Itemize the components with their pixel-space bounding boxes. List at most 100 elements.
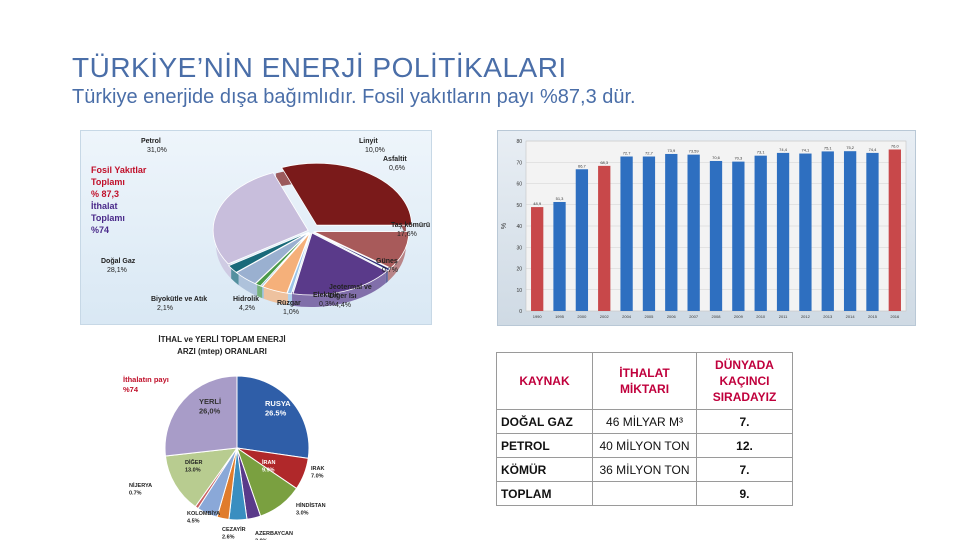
bar-value-label: 76,0	[891, 144, 900, 149]
bar-value-label: 73,9	[667, 148, 676, 153]
y-axis-label: %	[501, 223, 508, 229]
fossil-annotation-line: % 87,3	[91, 189, 119, 199]
table-cell: 7.	[696, 457, 793, 482]
x-tick-label: 2012	[801, 314, 811, 319]
pie-value-kolombi-ya: 4.5%	[187, 519, 200, 525]
bar-2004	[620, 156, 633, 311]
x-tick-label: 2016	[890, 314, 900, 319]
x-tick-label: 2002	[600, 314, 610, 319]
bar-value-label: 70,6	[712, 155, 721, 160]
pie-label-kolombi-ya: KOLOMBİYA	[187, 510, 220, 517]
x-tick-label: 1995	[555, 314, 565, 319]
pie-value-elektrik: 0,3%	[319, 301, 335, 308]
table-header-sira: DÜNYADA KAÇINCI SIRADAYIZ	[696, 352, 793, 410]
bar-2007	[687, 154, 700, 311]
pie-value-i-ran: 9.9%	[262, 468, 275, 474]
bar-value-label: 74,1	[802, 148, 811, 153]
bar-2008	[709, 160, 723, 311]
bar-value-label: 73,1	[757, 150, 766, 155]
pie-slice-side	[387, 231, 406, 282]
x-tick-label: 2006	[667, 314, 677, 319]
page-subtitle: Türkiye enerjide dışa bağımlıdır. Fosil …	[72, 86, 636, 108]
pie-value-asfaltit: 0,6%	[389, 165, 405, 172]
supply-chart-title: ARZI (mtep) ORANLARI	[177, 347, 267, 356]
table-cell: 40 MİLYON TON	[592, 433, 697, 458]
x-tick-label: 2011	[779, 314, 788, 319]
pie-label-linyit: Linyit	[359, 138, 378, 145]
table-cell: DOĞAL GAZ	[496, 409, 593, 434]
pie-label-g-ne: Güneş	[376, 258, 398, 265]
y-tick-label: 50	[516, 203, 522, 209]
pie-value-do-al-gaz: 28,1%	[107, 267, 127, 274]
bar-2013	[821, 151, 834, 311]
bar-2011	[776, 152, 790, 311]
pie-label-jeotermal-ve-di-er-is: Diğer Isı	[329, 293, 357, 300]
table-row: TOPLAM 9.	[496, 481, 793, 506]
bar-2000	[575, 169, 589, 311]
pie-slice-petrol	[281, 162, 413, 226]
table-cell	[592, 481, 697, 506]
table-cell: PETROL	[496, 433, 593, 458]
bar-value-label: 66,7	[578, 163, 587, 168]
pie-label-do-al-gaz: Doğal Gaz	[101, 258, 136, 265]
table-row: DOĞAL GAZ 46 MİLYAR M³ 7.	[496, 409, 793, 434]
fossil-annotation-line: Toplamı	[91, 213, 125, 223]
import-share-annotation: İthalatın payı	[123, 375, 169, 384]
x-tick-label: 2005	[644, 314, 654, 319]
x-tick-label: 2004	[622, 314, 632, 319]
page-title: TÜRKİYE’NİN ENERJİ POLİTİKALARI	[72, 52, 567, 83]
pie-value-ni-jerya: 0.7%	[129, 491, 142, 497]
table-cell: 36 MİLYON TON	[592, 457, 697, 482]
pie-value-linyit: 10,0%	[365, 147, 385, 154]
bar-value-label: 74,4	[779, 147, 788, 152]
pie-label-cezayi-r: CEZAYİR	[222, 526, 246, 533]
pie-value-biyok-tle-ve-at-k: 2,1%	[157, 305, 173, 312]
bar-value-label: 72,7	[623, 151, 632, 156]
bar-value-label: 70,3	[734, 156, 743, 161]
pie-slice-linyit	[313, 231, 410, 269]
pie-label-ta-k-m-r: Taş kömürü	[391, 222, 430, 229]
table-cell: KÖMÜR	[496, 457, 593, 482]
pie-slice-side	[292, 269, 386, 307]
bar-2015	[866, 152, 879, 311]
import-dependency-bar-chart: 0 10 20 30 40 50 60 70 80% 48,9 1990 51,3 1995 66,7 20…	[497, 130, 916, 326]
import-table: KAYNAK İTHALAT MİKTARI DÜNYADA KAÇINCI S…	[496, 352, 793, 506]
y-tick-label: 20	[516, 267, 522, 273]
pie-label-ni-jerya: NİJERYA	[129, 482, 152, 489]
energy-source-pie-chart: Petrol 31,0% Linyit 10,0% Asfaltit 0,6% Taş kö…	[80, 130, 432, 325]
table-header-row: KAYNAK İTHALAT MİKTARI DÜNYADA KAÇINCI S…	[496, 352, 793, 410]
pie-value-jeotermal-ve-di-er-is: 4,4%	[335, 302, 351, 309]
pie-slice-ta-k-m-r	[292, 232, 388, 296]
x-tick-label: 2010	[756, 314, 766, 319]
table-cell: 46 MİLYAR M³	[592, 409, 697, 434]
x-tick-label: 2015	[868, 314, 878, 319]
pie-slice-yerli	[164, 375, 238, 457]
import-share-annotation: %74	[123, 385, 139, 394]
pie-value-ta-k-m-r: 17,6%	[397, 231, 417, 238]
x-tick-label: 2007	[689, 314, 699, 319]
pie-value-irak: 7.0%	[311, 474, 324, 480]
y-tick-label: 80	[516, 139, 522, 145]
y-tick-label: 10	[516, 288, 522, 294]
bar-2014	[843, 151, 857, 311]
pie-slice-hidrolik	[235, 232, 310, 285]
pie-slice-do-al-gaz	[212, 172, 309, 265]
bar-1990	[531, 207, 544, 311]
pie-label-rusya: RUSYA	[265, 399, 291, 408]
pie-slice-di-er	[164, 447, 239, 508]
pie-label-i-ran: İRAN	[262, 459, 275, 466]
y-tick-label: 0	[519, 309, 522, 315]
y-tick-label: 70	[516, 160, 522, 166]
x-tick-label: 2000	[577, 314, 587, 319]
bar-2012	[799, 153, 812, 311]
bar-value-label: 51,3	[556, 196, 565, 201]
pie-label-petrol: Petrol	[141, 138, 161, 145]
bar-1995	[553, 201, 566, 311]
x-tick-label: 2008	[712, 314, 722, 319]
fossil-annotation-line: Fosil Yakıtlar	[91, 165, 147, 175]
pie-slice-g-ne	[286, 232, 311, 295]
pie-slice-r-zgar	[254, 232, 310, 287]
pie-label-yerli: YERLİ	[199, 397, 221, 406]
pie-value-yerli: 26,0%	[199, 407, 221, 416]
pie-label-irak: IRAK	[311, 466, 324, 472]
